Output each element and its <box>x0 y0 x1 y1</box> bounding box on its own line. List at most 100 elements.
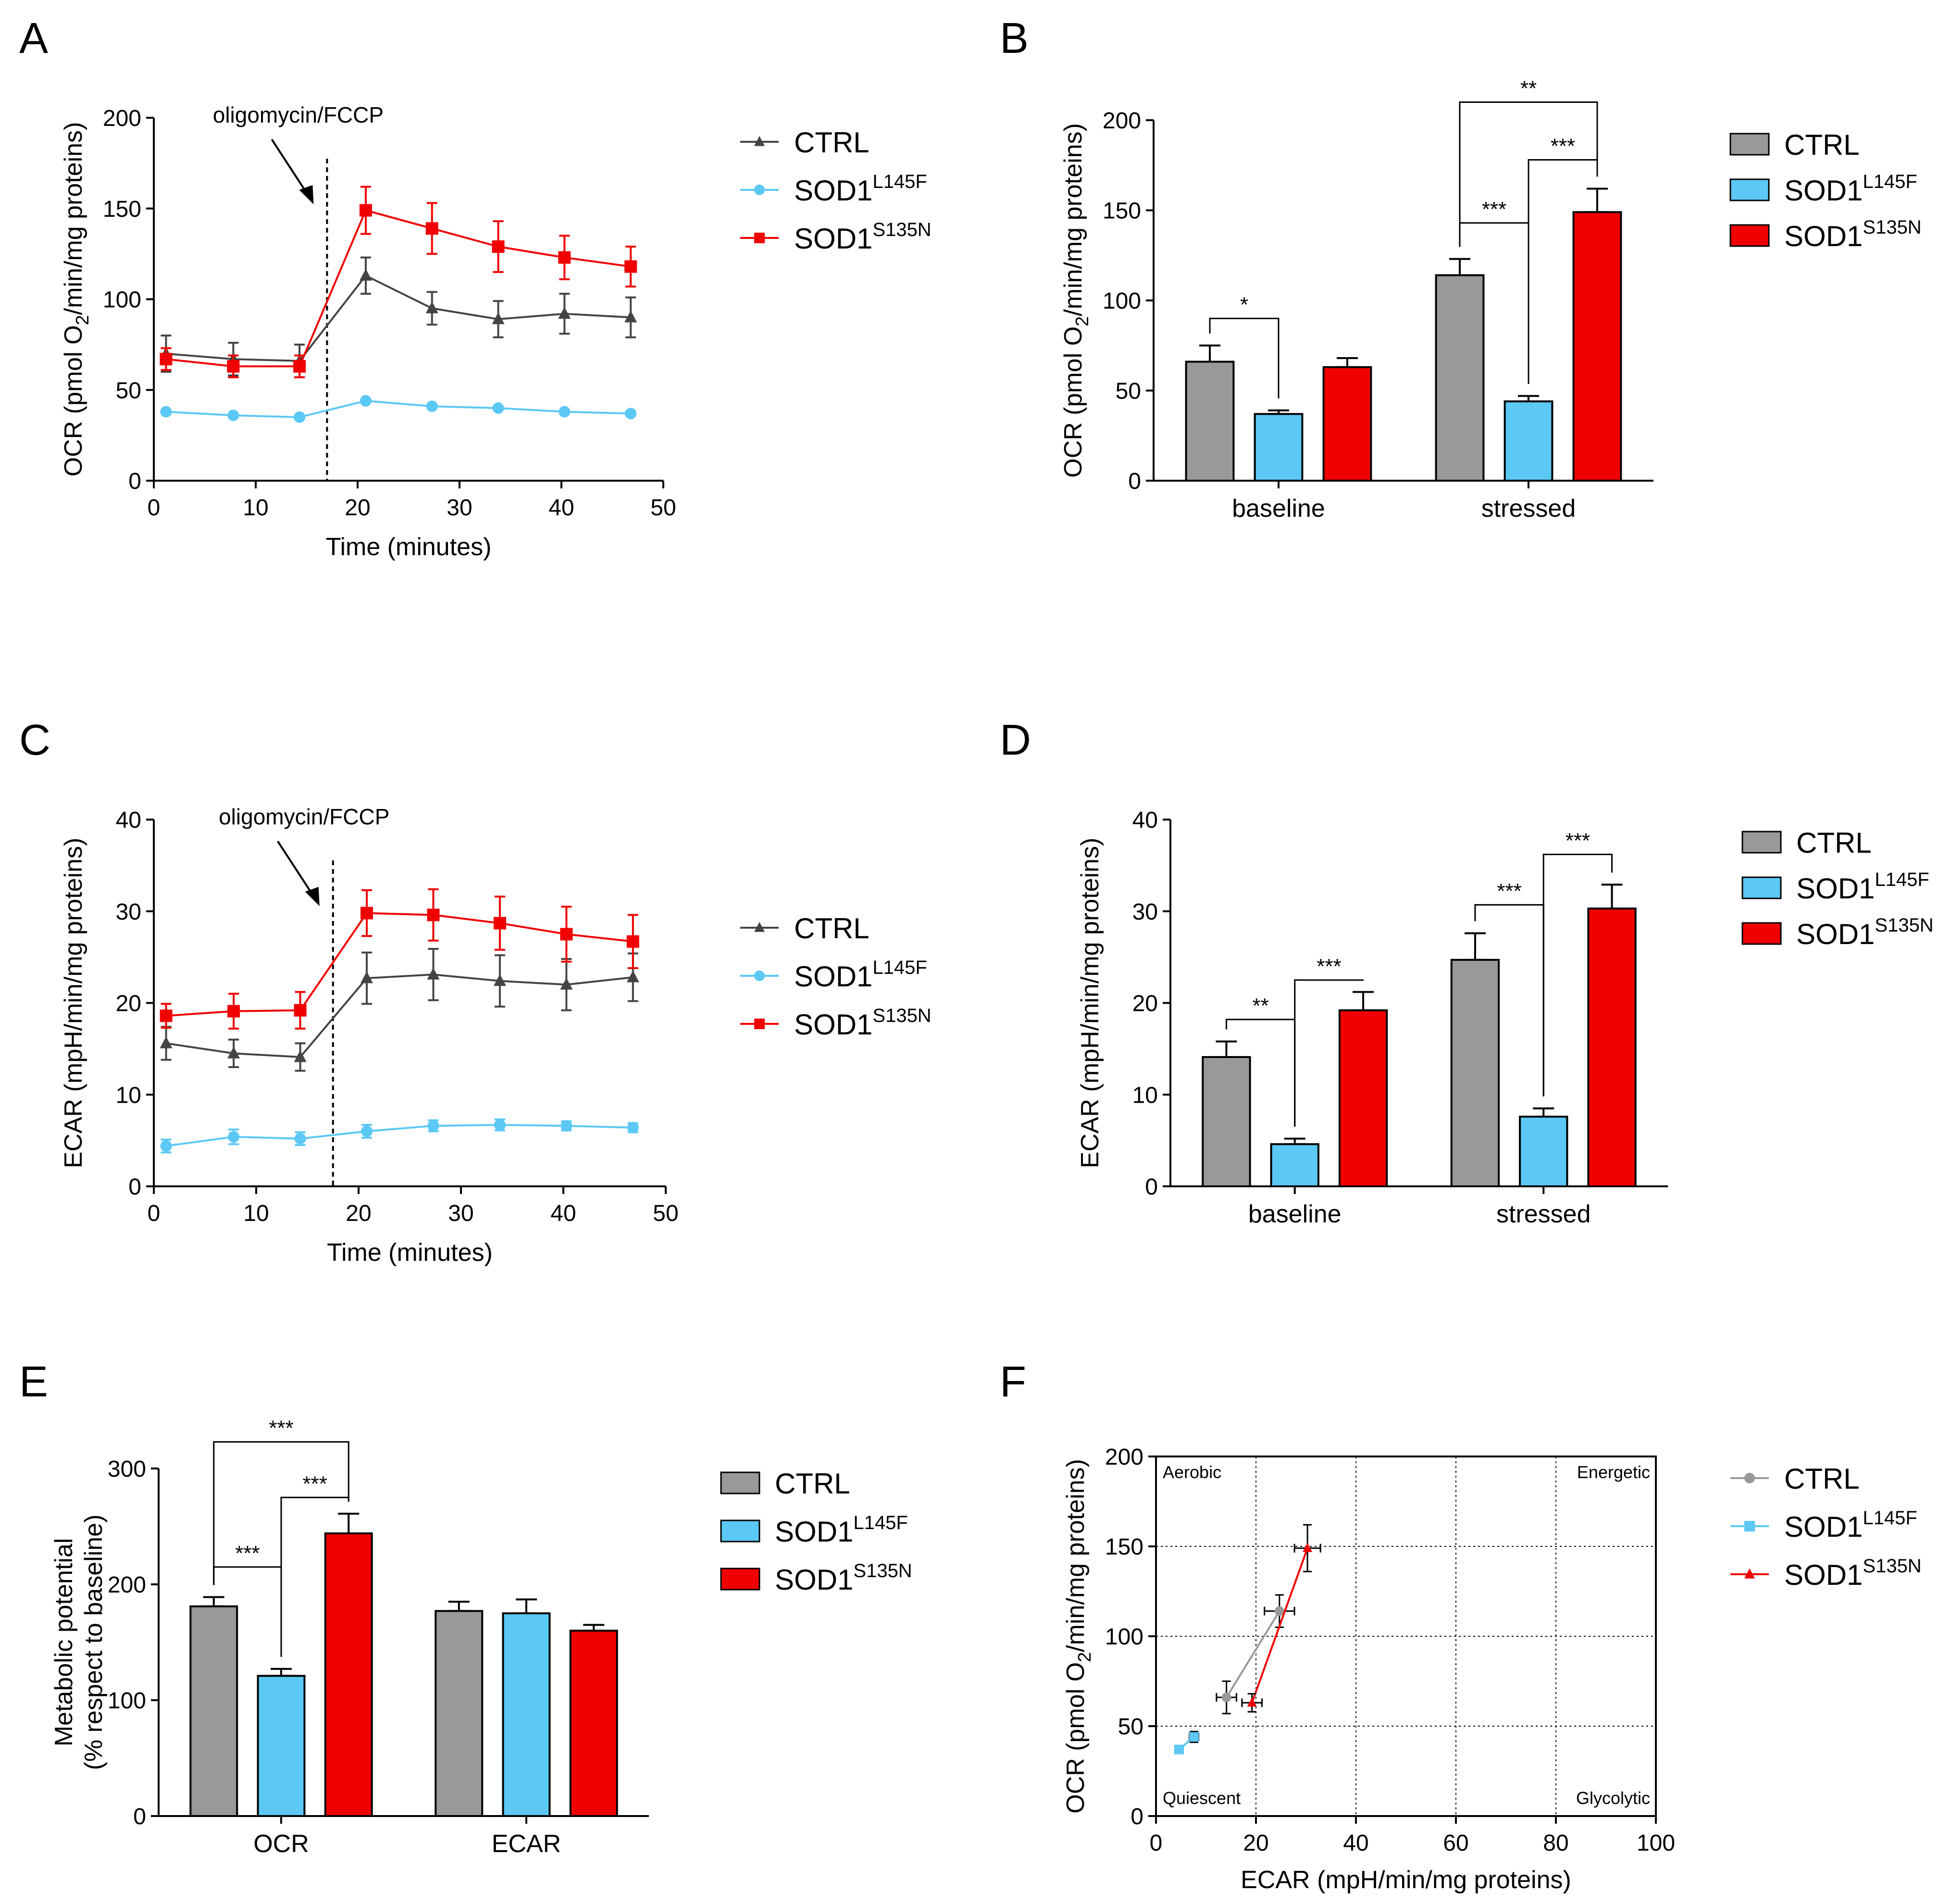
x-tick-label: 40 <box>1343 1830 1368 1856</box>
data-point <box>1221 1692 1231 1703</box>
x-tick-label: 10 <box>243 495 268 521</box>
data-point <box>427 908 440 921</box>
series-l145f <box>160 395 637 423</box>
legend-marker <box>754 921 765 932</box>
series-s135n <box>160 186 637 378</box>
bar-ctrl <box>1435 274 1485 482</box>
y-tick-label: 300 <box>108 1456 146 1482</box>
data-point <box>227 1046 240 1058</box>
data-point <box>560 928 573 941</box>
data-point <box>560 1120 572 1132</box>
y-tick-label: 50 <box>1116 379 1141 404</box>
significance-bracket <box>1542 853 1613 1096</box>
legend-swatch <box>720 1568 760 1591</box>
data-point <box>361 1125 373 1137</box>
x-tick-label: stressed <box>1481 495 1576 523</box>
series-ctrl <box>160 947 639 1072</box>
significance-bracket <box>1209 318 1280 398</box>
data-point <box>493 917 506 930</box>
bar-s135n <box>1338 1009 1388 1187</box>
significance-bracket <box>1459 101 1598 247</box>
y-tick-label: 200 <box>1103 108 1141 134</box>
annotation-arrow-head <box>305 887 320 906</box>
legend-swatch <box>1729 133 1770 156</box>
data-point <box>624 260 637 273</box>
bar-s135n <box>1572 211 1622 482</box>
bar-l145f <box>1504 400 1553 482</box>
legend-marker <box>1744 1473 1755 1483</box>
legend-item-s135n: SOD1S135N <box>720 1560 912 1596</box>
data-point <box>228 1131 240 1143</box>
panel-label: B <box>1000 14 1029 62</box>
bar-s135n <box>324 1532 373 1817</box>
y-tick-label: 100 <box>1103 288 1141 314</box>
panel-B: B 0 50 100 150 200 OCR (pmol O2/min/mg protein… <box>1000 14 1922 523</box>
series-line <box>1251 1548 1309 1704</box>
y-tick-label: 150 <box>1105 1534 1143 1560</box>
bar-ctrl <box>1202 1056 1251 1187</box>
legend-swatch <box>1729 178 1770 201</box>
panel-D: D 0 10 20 30 40 ECAR (mpH/min/mg proteins) base… <box>1000 716 1934 1228</box>
legend-item-ctrl: CTRL <box>740 126 870 159</box>
y-axis-title: OCR (pmol O2/min/mg proteins) <box>1062 1459 1095 1814</box>
legend-marker <box>754 1019 765 1029</box>
legend-item-ctrl: CTRL <box>1729 129 1860 161</box>
annotation-arrow-head <box>299 185 314 204</box>
legend-label: SOD1L145F <box>1796 869 1929 905</box>
data-point <box>493 974 506 986</box>
legend-label: SOD1S135N <box>1796 915 1934 950</box>
data-point <box>625 408 637 420</box>
annotation-arrow-shaft <box>271 138 309 196</box>
legend-item-s135n: SOD1S135N <box>740 219 932 255</box>
data-point <box>160 1036 173 1048</box>
legend-label: SOD1S135N <box>794 219 932 255</box>
series-line <box>166 399 631 418</box>
legend-item-s135n: SOD1S135N <box>1730 1556 1922 1591</box>
bar-ctrl <box>435 1610 484 1817</box>
data-point <box>360 395 372 407</box>
panel-label: C <box>19 716 50 764</box>
y-tick-label: 40 <box>1132 808 1158 833</box>
data-point <box>293 360 306 373</box>
legend-item-ctrl: CTRL <box>740 912 870 945</box>
data-point <box>160 1009 173 1022</box>
legend-label: CTRL <box>1784 1463 1860 1495</box>
legend-item-l145f: SOD1L145F <box>1730 1507 1917 1543</box>
y-tick-label: 0 <box>1128 469 1141 494</box>
legend-swatch <box>1741 831 1782 854</box>
bar-l145f <box>1519 1116 1568 1188</box>
panel-label: F <box>1000 1358 1026 1406</box>
y-tick-label: 150 <box>103 197 141 222</box>
x-tick-label: stressed <box>1496 1200 1591 1228</box>
legend-marker <box>754 185 765 195</box>
y-tick-label: 30 <box>116 899 141 925</box>
x-axis-title: Time (minutes) <box>326 533 492 561</box>
legend-item-l145f: SOD1L145F <box>740 957 927 993</box>
legend-swatch <box>720 1471 760 1494</box>
panel-E: E 0 100 200 300 Metabolic potential(% respect… <box>19 1358 912 1858</box>
bar-ctrl <box>1185 361 1235 482</box>
legend-label: CTRL <box>1796 827 1872 859</box>
y-axis-title: OCR (pmol O2/min/mg proteins) <box>60 122 93 477</box>
x-tick-label: 20 <box>1243 1830 1268 1856</box>
legend-marker <box>754 136 765 146</box>
y-tick-label: 20 <box>1132 991 1158 1017</box>
legend-label: SOD1L145F <box>794 171 927 207</box>
significance-label: *** <box>1551 135 1575 158</box>
x-tick-label: baseline <box>1248 1200 1342 1228</box>
panel-label: A <box>19 14 48 62</box>
y-tick-label: 0 <box>128 469 141 494</box>
legend-item-ctrl: CTRL <box>1730 1463 1860 1495</box>
x-tick-label: 50 <box>653 1201 678 1226</box>
significance-label: *** <box>1317 955 1341 978</box>
x-tick-label: 100 <box>1637 1830 1675 1856</box>
y-tick-label: 10 <box>1132 1083 1158 1108</box>
data-point <box>359 269 372 281</box>
injection-annotation: oligomycin/FCCP <box>219 804 389 829</box>
bar-l145f <box>1254 413 1304 482</box>
x-axis-title: Time (minutes) <box>327 1239 493 1267</box>
data-point <box>624 310 637 323</box>
significance-label: *** <box>1482 198 1506 221</box>
x-tick-label: 0 <box>1150 1830 1163 1856</box>
